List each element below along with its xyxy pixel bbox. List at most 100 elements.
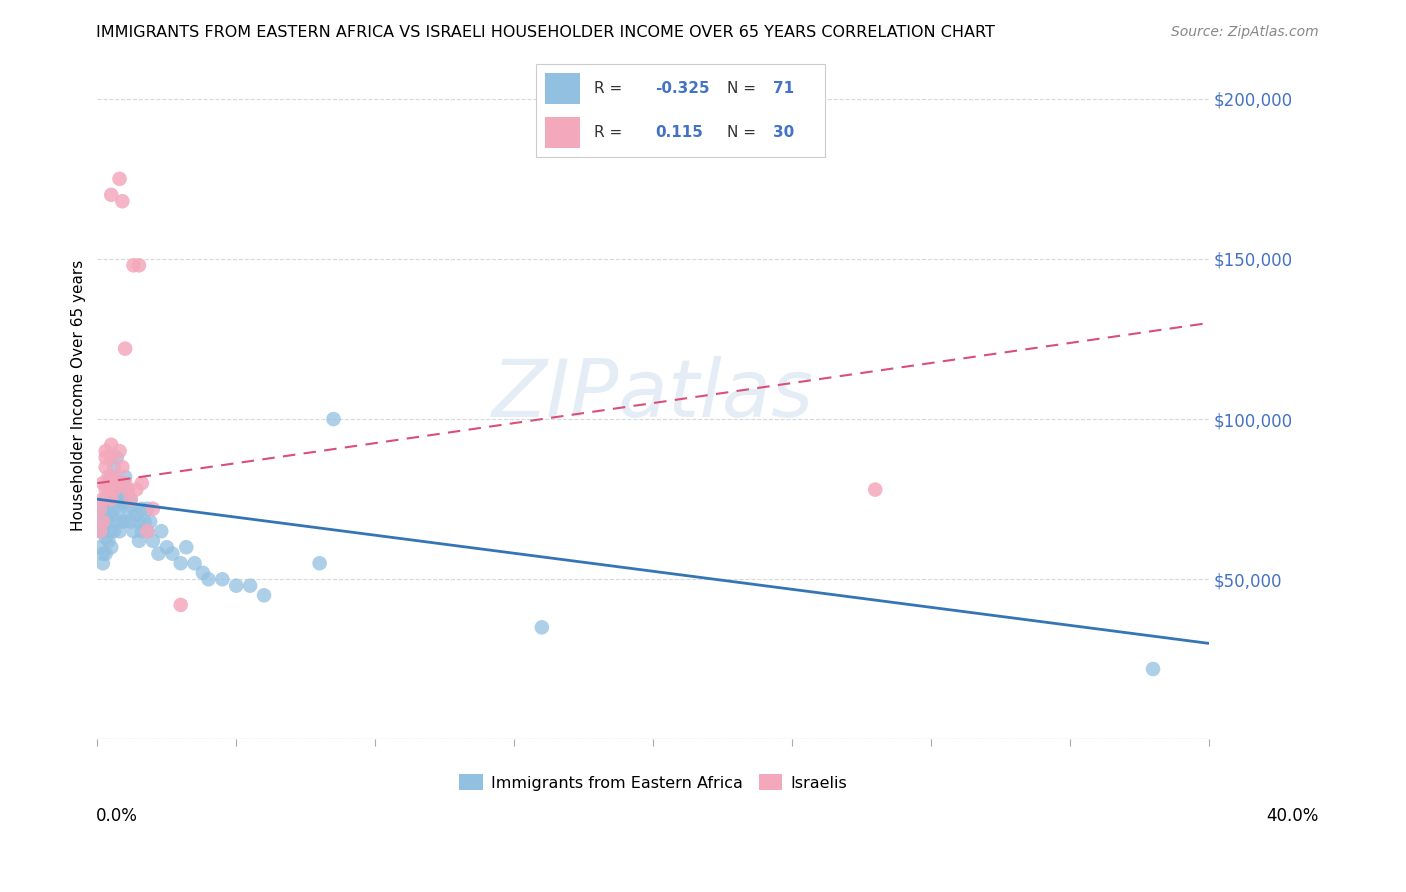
Point [863,483,886,497]
Point [128,258,150,272]
Point [105,450,128,465]
Point [108,444,131,458]
Point [174,540,197,554]
Point [114,476,136,491]
Point [103,483,125,497]
Point [105,476,128,491]
Point [111,460,134,475]
Point [108,524,131,539]
Point [100,492,122,507]
Point [125,508,148,523]
Point [94,450,117,465]
Point [103,501,125,516]
Point [91,492,114,507]
Point [114,492,136,507]
Point [91,476,114,491]
Point [105,515,128,529]
Point [94,492,117,507]
Point [120,492,142,507]
Point [97,533,120,548]
Point [97,469,120,483]
Point [97,476,120,491]
Point [183,556,205,570]
Point [97,515,120,529]
Text: Source: ZipAtlas.com: Source: ZipAtlas.com [1171,25,1319,39]
Point [94,444,117,458]
Point [91,501,114,516]
Point [111,476,134,491]
Point [114,469,136,483]
Point [89,501,111,516]
Point [191,566,214,580]
Point [89,524,111,539]
Point [136,524,159,539]
Point [114,515,136,529]
Y-axis label: Householder Income Over 65 years: Householder Income Over 65 years [72,260,86,531]
Point [91,524,114,539]
Point [156,540,179,554]
Point [136,501,159,516]
Point [139,515,162,529]
Point [100,187,122,202]
Point [162,547,184,561]
Point [111,495,134,509]
Point [125,483,148,497]
Point [530,620,553,634]
Point [94,460,117,475]
Point [308,556,330,570]
Point [120,492,142,507]
Point [94,483,117,497]
Point [97,483,120,497]
Point [114,342,136,356]
Point [225,579,247,593]
Point [122,501,145,516]
Point [100,540,122,554]
Point [103,483,125,497]
Point [128,515,150,529]
Point [142,533,165,548]
Point [131,501,153,516]
Point [89,540,111,554]
Point [128,533,150,548]
Point [1142,662,1164,676]
Point [91,515,114,529]
Point [136,524,159,539]
Point [322,412,344,426]
Point [91,547,114,561]
Point [117,501,139,516]
Text: 0.0%: 0.0% [96,806,138,824]
Point [100,489,122,503]
Point [111,515,134,529]
Point [108,501,131,516]
Point [239,579,262,593]
Point [89,524,111,539]
Point [134,515,156,529]
Point [89,508,111,523]
Text: ZIPatlas: ZIPatlas [492,356,814,434]
Point [105,492,128,507]
Point [100,508,122,523]
Point [103,469,125,483]
Point [170,598,193,612]
Point [122,524,145,539]
Point [94,531,117,545]
Point [211,572,233,586]
Legend: Immigrants from Eastern Africa, Israelis: Immigrants from Eastern Africa, Israelis [453,767,853,797]
Text: 40.0%: 40.0% [1267,806,1319,824]
Point [100,438,122,452]
Point [253,588,276,602]
Point [142,501,165,516]
Point [131,476,153,491]
Point [103,460,125,475]
Point [91,515,114,529]
Point [170,556,193,570]
Point [108,171,131,186]
Point [148,547,170,561]
Point [117,483,139,497]
Point [150,524,173,539]
Point [94,547,117,561]
Point [91,556,114,570]
Point [197,572,219,586]
Point [100,524,122,539]
Point [131,524,153,539]
